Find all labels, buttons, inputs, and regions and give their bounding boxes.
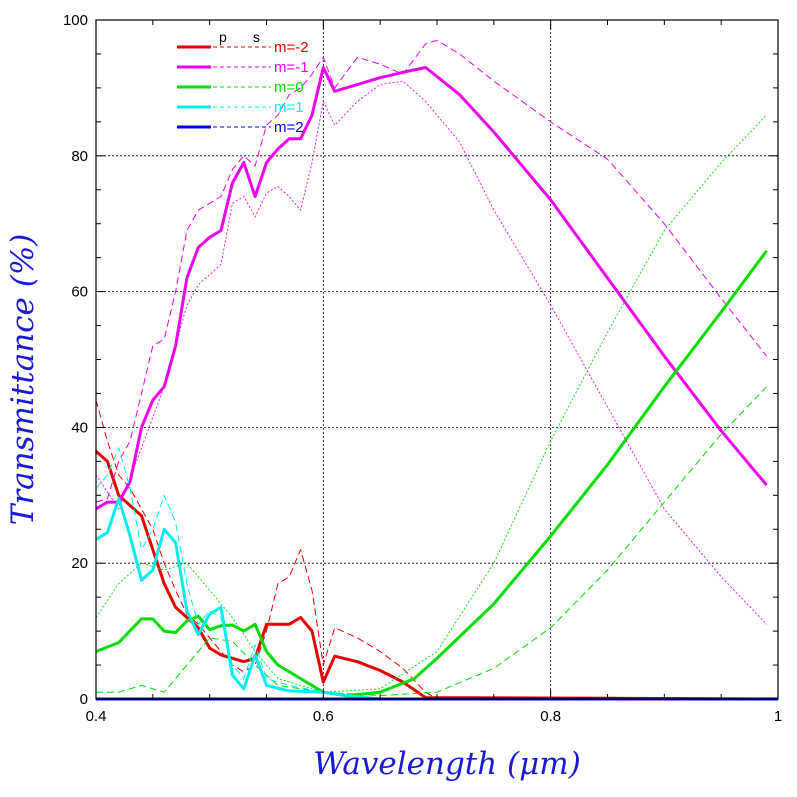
- x-axis-title: Wavelength (μm): [313, 746, 581, 782]
- y-tick-label-5: 100: [63, 12, 88, 29]
- x-tick-label-2: 0.8: [540, 708, 561, 725]
- series-m0-s-line: [96, 386, 767, 697]
- tick-labels: 0.4 0.6 0.8 1 0 20 40 60 80 100: [63, 12, 782, 725]
- x-tick-label-1: 0.6: [313, 708, 334, 725]
- y-tick-label-4: 80: [71, 148, 88, 165]
- plot-frame: [95, 19, 779, 700]
- series-mneg2-s-line: [95, 400, 778, 700]
- series-mneg1-s-line: [95, 39, 767, 503]
- series-m0-s2-line: [95, 114, 767, 693]
- y-tick-label-0: 0: [80, 691, 88, 708]
- series-m1-s-line: [95, 447, 778, 700]
- series-mneg1-p-line: [95, 66, 768, 511]
- grid-lines: [96, 20, 778, 699]
- axis-ticks: [95, 19, 779, 700]
- legend-label-0: m=-2: [274, 39, 309, 56]
- series-mneg1-s2-line: [95, 80, 767, 625]
- y-tick-label-3: 60: [71, 284, 88, 301]
- y-tick-label-1: 20: [71, 555, 88, 572]
- series-layer: [94, 39, 779, 701]
- legend-label-4: m=2: [274, 119, 304, 136]
- series-mneg2-p-line: [94, 450, 779, 701]
- legend-header-p: p: [219, 29, 227, 45]
- legend-label-2: m=0: [274, 79, 304, 96]
- legend: p s m=-2 m=-1 m=0 m=1 m=2: [177, 29, 309, 136]
- legend-label-1: m=-1: [274, 59, 309, 76]
- legend-header-s: s: [253, 29, 260, 45]
- x-tick-label-0: 0.4: [86, 708, 107, 725]
- series-m0-p-line: [95, 250, 768, 698]
- legend-label-3: m=1: [274, 99, 304, 116]
- series-m1-p-line: [95, 497, 778, 701]
- x-tick-label-3: 1: [774, 708, 782, 725]
- y-axis-title: Transmittance (%): [5, 234, 41, 526]
- y-tick-label-2: 40: [71, 419, 88, 436]
